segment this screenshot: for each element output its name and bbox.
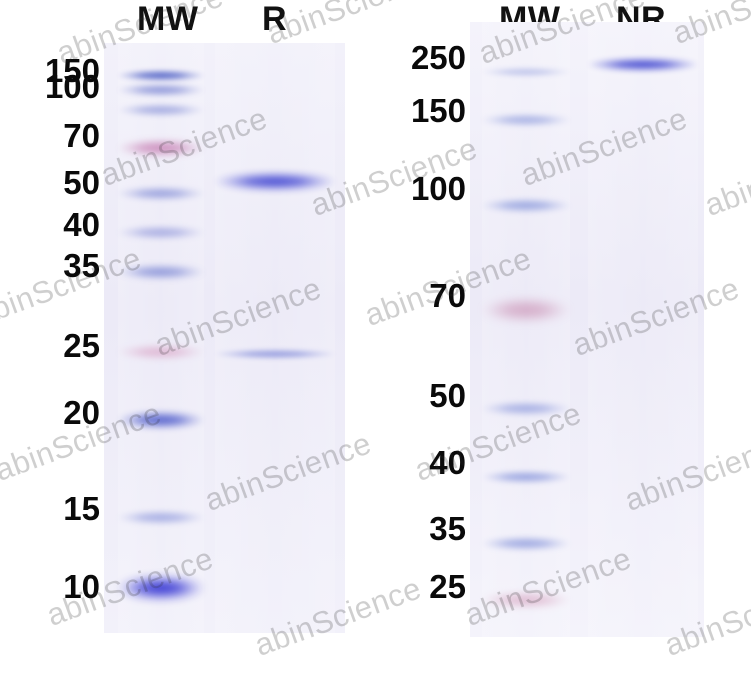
mw-marker-50: 50 [429,377,466,414]
mw-header-left: MW [137,0,199,38]
gel-band-150kda [118,69,204,81]
mw-marker-35: 35 [63,247,100,284]
mw-marker-40: 40 [63,206,100,243]
mw-marker-50: 50 [63,164,100,201]
mw-marker-70: 70 [63,117,100,154]
gel-band-50kda [118,186,204,200]
gel-band-100kda [118,104,204,116]
gel-band-35kda [482,536,570,550]
lane-mw-left [118,43,204,633]
mw-marker-15: 15 [63,490,100,527]
left-panel [104,43,345,633]
mw-marker-100: 100 [44,68,100,105]
mw-marker-10: 10 [63,568,100,605]
gel-band-100kda [482,198,570,212]
gel-band-40kda [118,225,204,239]
mw-marker-35: 35 [429,510,466,547]
lane-sample-r [215,43,335,633]
gel-band-40kda [482,471,570,483]
sample-header-r: R [262,0,288,38]
lane-sample-nr [588,22,698,637]
right-panel [470,22,704,637]
mw-marker-70: 70 [429,277,466,314]
gel-band-10kda [118,577,204,599]
gel-band-250kda [588,57,698,71]
gel-band-120kda [118,84,204,96]
gel-band-70kda [118,140,204,156]
mw-marker-250: 250 [410,39,466,76]
gel-band-20kda [118,412,204,428]
gel-band-70kda [482,299,570,321]
mw-marker-150: 150 [410,92,466,129]
mw-marker-40: 40 [429,444,466,481]
mw-marker-25: 25 [429,568,466,605]
gel-band-55kda [215,172,335,190]
watermark-text: abinScience [700,130,751,223]
gel-band-15kda [118,510,204,524]
gel-band-50kda [482,401,570,415]
mw-marker-20: 20 [63,394,100,431]
gel-band-35kda [118,265,204,279]
gel-band-25kda [482,592,570,608]
mw-marker-25: 25 [63,327,100,364]
gel-band-25kda [118,345,204,359]
mw-marker-150: 150 [44,52,100,89]
gel-band-250kda [482,67,570,77]
gel-band-150kda [482,114,570,126]
gel-band-25kda [215,349,335,359]
mw-marker-100: 100 [410,170,466,207]
